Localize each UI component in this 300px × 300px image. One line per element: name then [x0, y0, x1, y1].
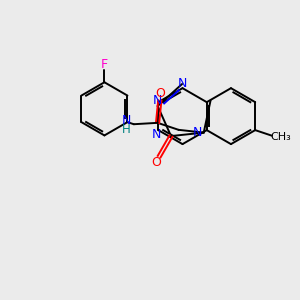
Text: O: O	[155, 88, 165, 100]
Text: N: N	[193, 126, 202, 139]
Text: N: N	[152, 128, 161, 141]
Text: N: N	[122, 114, 131, 127]
Text: H: H	[122, 123, 131, 136]
Text: F: F	[101, 58, 108, 70]
Text: N: N	[153, 94, 162, 107]
Text: CH₃: CH₃	[270, 132, 291, 142]
Text: O: O	[151, 156, 161, 169]
Text: N: N	[178, 77, 187, 90]
